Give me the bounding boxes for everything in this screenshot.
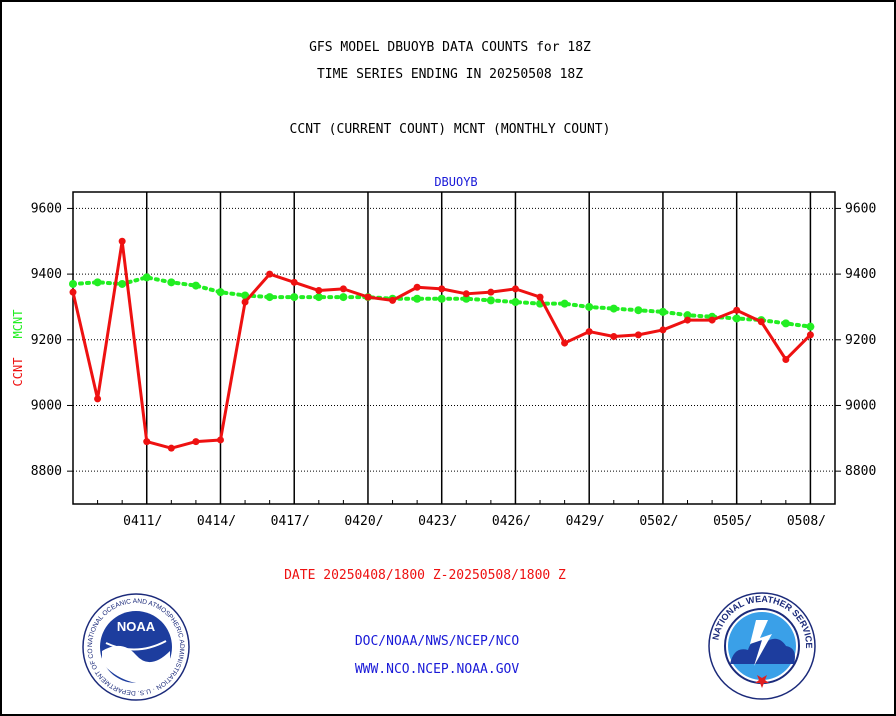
data-point-ccnt xyxy=(192,438,200,446)
data-point-ccnt xyxy=(167,444,175,452)
y-axis-label-ccnt: CCNT xyxy=(11,358,25,387)
nws-star-icon xyxy=(755,675,769,688)
data-point-ccnt xyxy=(511,285,519,293)
noaa-logo: NOAA NATIONAL OCEANIC AND ATMOSPHERIC AD… xyxy=(82,593,190,701)
y-axis-label-mcnt: MCNT xyxy=(11,310,25,339)
data-point-mcnt xyxy=(634,306,643,315)
data-point-mcnt xyxy=(658,307,667,316)
x-tick-label: 0423/ xyxy=(418,514,457,529)
data-point-mcnt xyxy=(560,299,569,308)
data-point-ccnt xyxy=(290,278,298,286)
y-tick-label-right: 9200 xyxy=(845,333,876,348)
data-point-ccnt xyxy=(69,288,77,296)
data-point-ccnt xyxy=(487,288,495,296)
y-tick-label-right: 8800 xyxy=(845,464,876,479)
data-point-mcnt xyxy=(314,293,323,302)
data-point-mcnt xyxy=(241,291,250,300)
data-point-mcnt xyxy=(265,293,274,302)
data-point-mcnt xyxy=(216,288,225,297)
data-point-ccnt xyxy=(94,395,102,403)
y-tick-label-left: 9000 xyxy=(31,398,62,413)
data-point-mcnt xyxy=(118,279,127,288)
data-point-ccnt xyxy=(536,293,544,301)
data-point-ccnt xyxy=(413,283,421,291)
data-point-mcnt xyxy=(437,294,446,303)
data-point-ccnt xyxy=(462,290,470,298)
data-point-ccnt xyxy=(241,298,249,306)
y-tick-label-right: 9600 xyxy=(845,201,876,216)
data-point-mcnt xyxy=(191,281,200,290)
data-point-ccnt xyxy=(266,270,274,278)
x-tick-label: 0429/ xyxy=(566,514,605,529)
data-point-mcnt xyxy=(339,293,348,302)
data-point-mcnt xyxy=(290,293,299,302)
data-point-ccnt xyxy=(315,287,323,295)
data-point-ccnt xyxy=(339,285,347,293)
y-tick-label-left: 8800 xyxy=(31,464,62,479)
y-tick-label-right: 9400 xyxy=(845,267,876,282)
data-point-ccnt xyxy=(806,331,814,339)
x-tick-label: 0426/ xyxy=(492,514,531,529)
data-point-ccnt xyxy=(684,316,692,324)
x-tick-label: 0505/ xyxy=(713,514,752,529)
y-tick-label-right: 9000 xyxy=(845,398,876,413)
x-tick-label: 0420/ xyxy=(344,514,383,529)
data-point-mcnt xyxy=(511,298,520,307)
data-point-mcnt xyxy=(93,278,102,287)
data-point-mcnt xyxy=(462,294,471,303)
y-tick-label-left: 9200 xyxy=(31,333,62,348)
data-point-ccnt xyxy=(118,237,126,245)
data-point-mcnt xyxy=(732,314,741,323)
data-point-mcnt xyxy=(167,278,176,287)
data-point-ccnt xyxy=(216,436,224,444)
plot-title: DBUOYB xyxy=(434,175,477,189)
noaa-logo-text: NOAA xyxy=(117,619,156,634)
data-point-ccnt xyxy=(438,285,446,293)
data-point-mcnt xyxy=(486,296,495,305)
y-tick-label-left: 9400 xyxy=(31,267,62,282)
data-point-mcnt xyxy=(585,302,594,311)
data-point-mcnt xyxy=(413,294,422,303)
plot-frame xyxy=(72,191,836,505)
website-link[interactable]: WWW.NCO.NCEP.NOAA.GOV xyxy=(354,662,520,677)
nws-logo: NATIONAL WEATHER SERVICE xyxy=(708,592,816,700)
data-point-ccnt xyxy=(561,339,569,347)
data-point-ccnt xyxy=(585,328,593,336)
chart-title-line2: TIME SERIES ENDING IN 20250508 18Z xyxy=(316,67,584,82)
data-point-mcnt xyxy=(609,304,618,313)
x-tick-label: 0502/ xyxy=(639,514,678,529)
data-point-mcnt xyxy=(683,311,692,320)
chart-title-line1: GFS MODEL DBUOYB DATA COUNTS for 18Z xyxy=(309,40,591,55)
x-tick-label: 0414/ xyxy=(197,514,236,529)
data-point-ccnt xyxy=(757,318,765,326)
org-path-link[interactable]: DOC/NOAA/NWS/NCEP/NCO xyxy=(354,634,520,649)
data-point-ccnt xyxy=(389,296,397,304)
y-tick-label-left: 9600 xyxy=(31,201,62,216)
data-point-ccnt xyxy=(782,355,790,363)
data-point-ccnt xyxy=(610,333,618,341)
data-point-ccnt xyxy=(143,438,151,446)
data-point-ccnt xyxy=(634,331,642,339)
chart-subtitle: CCNT (CURRENT COUNT) MCNT (MONTHLY COUNT… xyxy=(289,122,611,137)
data-point-mcnt xyxy=(806,322,815,331)
data-point-ccnt xyxy=(708,316,716,324)
x-tick-label: 0411/ xyxy=(123,514,162,529)
data-point-mcnt xyxy=(69,279,77,288)
data-point-mcnt xyxy=(142,273,151,282)
x-tick-label: 0417/ xyxy=(271,514,310,529)
x-tick-label: 0508/ xyxy=(787,514,826,529)
data-point-ccnt xyxy=(364,293,372,301)
data-point-mcnt xyxy=(781,319,790,328)
data-point-ccnt xyxy=(733,306,741,314)
date-range-label: DATE 20250408/1800 Z-20250508/1800 Z xyxy=(284,568,566,583)
data-point-ccnt xyxy=(659,326,667,334)
